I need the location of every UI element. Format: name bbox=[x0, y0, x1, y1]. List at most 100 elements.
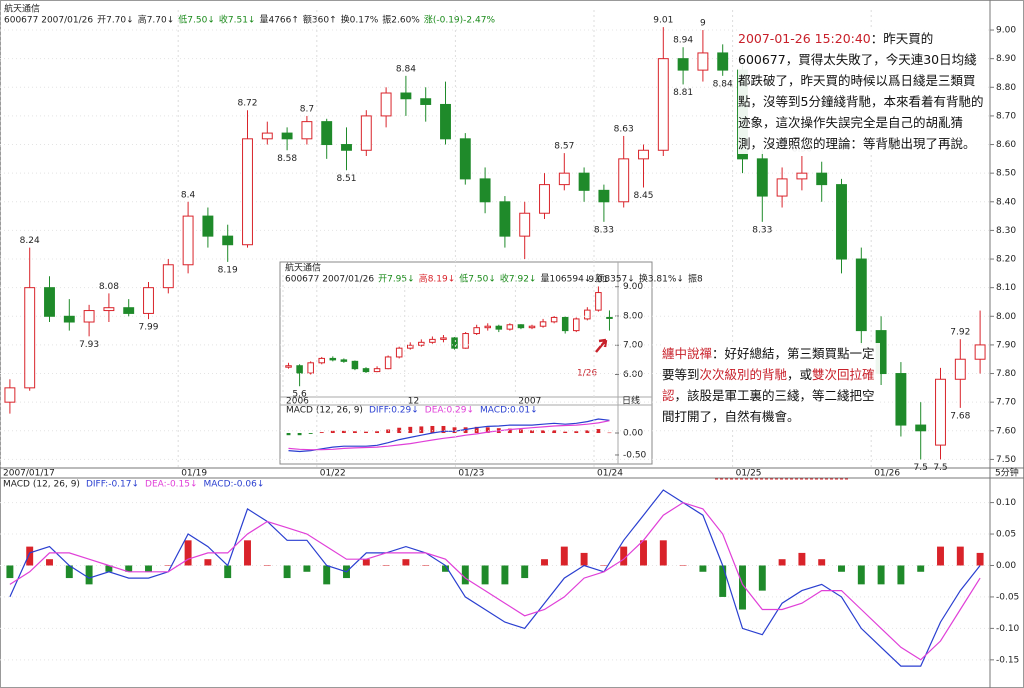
note-part: ：昨天買的600677，買得太失敗了，今天連30日均綫都跌破了，昨天買的時候以爲… bbox=[738, 31, 984, 151]
macd-line bbox=[9, 501, 981, 661]
candle-body bbox=[321, 121, 333, 146]
candle-body bbox=[4, 387, 16, 403]
candle-body bbox=[360, 115, 372, 151]
macd-line bbox=[288, 420, 610, 451]
x-tick-label: 01/22 bbox=[320, 469, 346, 479]
macd-bar bbox=[397, 427, 402, 434]
macd-bar bbox=[585, 430, 590, 434]
price-annotation: 8.51 bbox=[336, 174, 356, 184]
candle-body bbox=[162, 264, 174, 289]
candle-body bbox=[418, 341, 425, 346]
macd-bar bbox=[85, 565, 93, 585]
candle-body bbox=[400, 92, 412, 100]
y-tick-label: 0.00 bbox=[623, 429, 643, 439]
price-annotation: 8.63 bbox=[614, 124, 634, 134]
macd-bar bbox=[485, 427, 490, 434]
macd-bar bbox=[352, 431, 357, 434]
macd-bar bbox=[364, 431, 368, 434]
macd-bar bbox=[408, 426, 413, 434]
quote-part: 换3.81%↓ bbox=[639, 273, 684, 285]
price-annotation: 7.68 bbox=[950, 411, 970, 421]
macd-title: MACD (12, 26, 9) bbox=[3, 480, 80, 490]
note-part: ：好好總結，第三類買點一定要等到 bbox=[662, 346, 875, 382]
macd-bar bbox=[286, 433, 291, 436]
candle-body bbox=[440, 103, 451, 140]
y-tick-label: 8.30 bbox=[996, 226, 1016, 236]
candle-body bbox=[550, 316, 558, 323]
note-part: 2007-01-26 15:20:40 bbox=[738, 31, 871, 46]
macd-bar bbox=[308, 433, 313, 434]
y-tick-label: -0.10 bbox=[996, 624, 1020, 634]
legend-entry: DEA:0.29↓ bbox=[425, 406, 474, 416]
macd-bar bbox=[838, 565, 845, 572]
candle-body bbox=[281, 132, 293, 140]
quote-part: 高8.19↓ bbox=[419, 273, 456, 285]
x-tick-label: 01/25 bbox=[736, 469, 762, 479]
macd-line bbox=[288, 418, 610, 453]
price-annotation: 8.33 bbox=[594, 225, 614, 235]
price-annotation: 9.01 bbox=[588, 275, 608, 285]
note-part: ，該股是軍工裏的三綫，等二綫把空間打開了，自然有機會。 bbox=[662, 388, 875, 424]
price-annotation: 9.01 bbox=[653, 16, 673, 26]
candle-body bbox=[318, 357, 326, 364]
quote-part: 额360↑ bbox=[303, 14, 337, 26]
candle-body bbox=[657, 58, 669, 151]
quote-part: 开7.70↓ bbox=[97, 15, 134, 26]
candle-body bbox=[598, 189, 610, 203]
quote-part: 低7.50↓ bbox=[459, 273, 496, 285]
macd-bar bbox=[105, 565, 113, 572]
quote-part: 振2.60% bbox=[382, 14, 420, 26]
candle-body bbox=[440, 337, 447, 340]
legend-entry: DIFF:0.29↓ bbox=[369, 406, 419, 416]
macd-bar bbox=[145, 565, 152, 572]
y-tick-label: 8.70 bbox=[996, 111, 1016, 121]
macd-bar bbox=[563, 431, 568, 434]
macd-bar bbox=[330, 430, 335, 434]
candle-body bbox=[517, 324, 525, 329]
y-tick-label: 7.90 bbox=[996, 340, 1016, 350]
y-tick-label: 7.60 bbox=[996, 426, 1016, 436]
candle-body bbox=[103, 307, 115, 312]
candle-body bbox=[584, 309, 591, 320]
candle-body bbox=[285, 365, 292, 368]
macd-bar bbox=[283, 565, 291, 579]
x-tick-label: 2006 bbox=[286, 397, 309, 407]
y-tick-label: 8.40 bbox=[996, 197, 1016, 207]
macd-bar bbox=[319, 432, 324, 434]
y-tick-label: 6.00 bbox=[623, 370, 643, 380]
candle-body bbox=[83, 310, 95, 323]
candle-body bbox=[539, 184, 550, 214]
y-tick-label: -0.05 bbox=[996, 592, 1019, 602]
candle-body bbox=[796, 172, 808, 180]
quote-part: 收7.51↓ bbox=[219, 14, 256, 26]
x-tick-label: 01/26 bbox=[874, 469, 900, 479]
quote-part: 额8357↓ bbox=[595, 273, 634, 285]
price-annotation: 8.45 bbox=[633, 191, 653, 201]
candle-body bbox=[429, 338, 436, 343]
candle-body bbox=[420, 98, 432, 105]
macd-bar bbox=[956, 546, 964, 566]
price-annotation: 7.5 bbox=[914, 463, 928, 473]
candle-body bbox=[895, 373, 907, 426]
candle-body bbox=[123, 307, 135, 314]
x-tick-label: 01/23 bbox=[458, 469, 484, 479]
price-annotation: 8.4 bbox=[181, 190, 196, 200]
price-annotation: 8.94 bbox=[673, 36, 693, 46]
quote-part: 换0.17% bbox=[341, 14, 379, 26]
candle-body bbox=[261, 132, 273, 140]
note-part: ，或 bbox=[787, 367, 813, 382]
candle-body bbox=[395, 347, 403, 358]
macd-bar bbox=[857, 565, 865, 585]
arrow bbox=[595, 338, 608, 353]
candle-body bbox=[451, 337, 458, 349]
macd-bar bbox=[600, 565, 608, 566]
candle-body bbox=[935, 378, 946, 446]
macd-bar bbox=[560, 546, 568, 566]
quote-part: 涨(-0.19)-2.47% bbox=[424, 15, 496, 26]
price-annotation: 8.58 bbox=[277, 154, 297, 164]
y-tick-label: 8.10 bbox=[996, 283, 1016, 293]
candle-body bbox=[756, 158, 768, 197]
quote-part: 量106594↓ bbox=[540, 274, 591, 285]
x-tick-label: 01/19 bbox=[181, 469, 207, 479]
candle-body bbox=[595, 292, 602, 311]
